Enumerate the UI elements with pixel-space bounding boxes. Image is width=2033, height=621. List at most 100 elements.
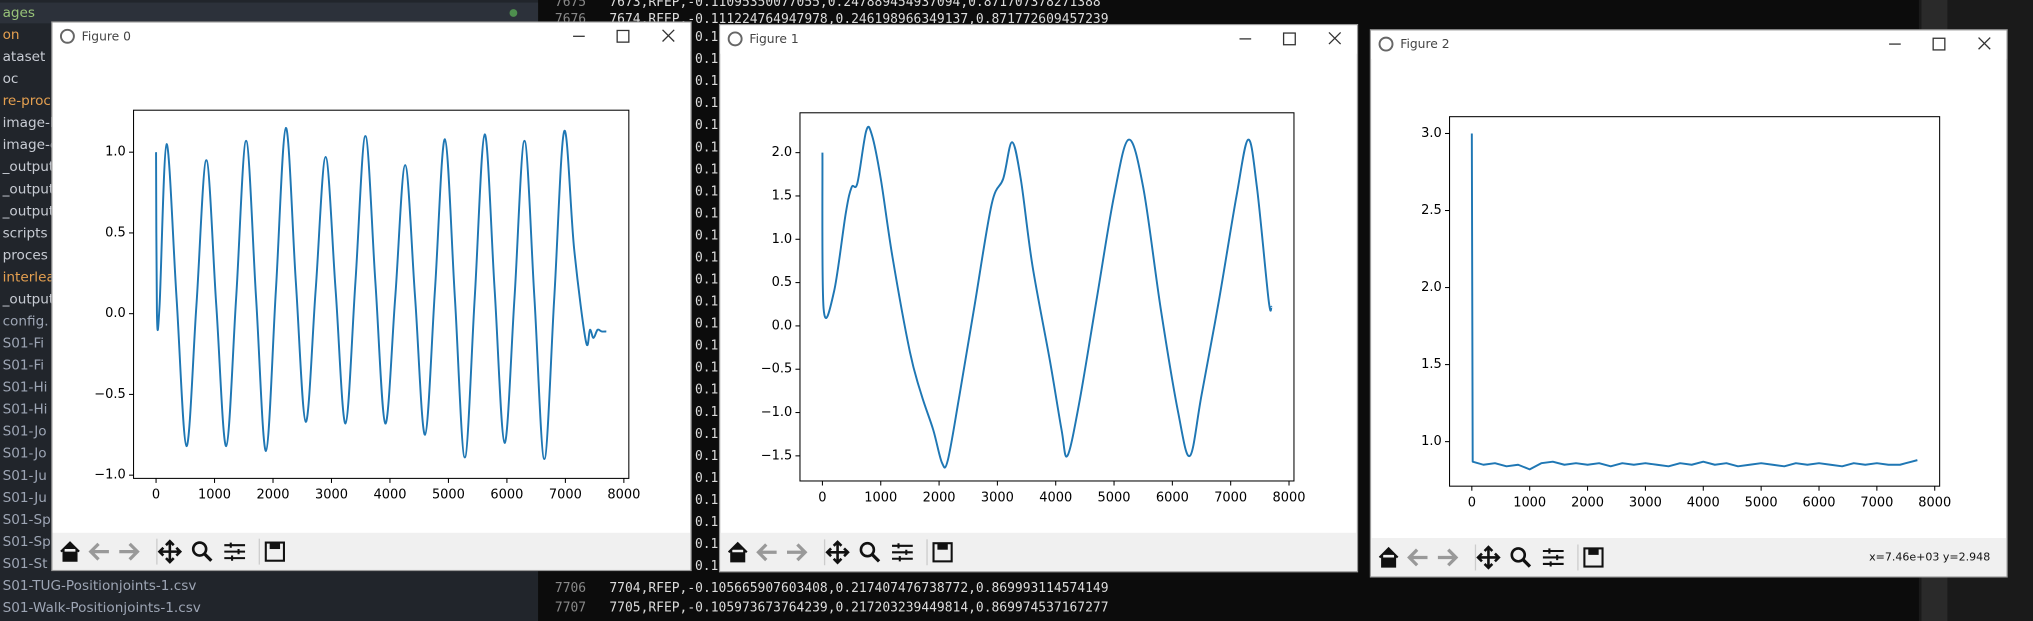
close-button[interactable]: [1978, 37, 1991, 50]
x-tick-label: 7000: [1214, 490, 1247, 505]
file-item[interactable]: S01-Jo: [3, 424, 47, 440]
y-tick-label: 0.5: [772, 275, 793, 290]
x-tick-label: 4000: [1039, 490, 1072, 505]
app-icon: [59, 28, 75, 44]
zoom-button[interactable]: [191, 541, 208, 557]
x-tick-label: 2000: [923, 490, 956, 505]
file-item[interactable]: proces: [3, 247, 48, 263]
y-tick-label: 1.0: [772, 232, 793, 247]
terminal-fragment: 0.1: [695, 339, 718, 354]
terminal-fragment: 0.1: [695, 96, 718, 111]
terminal-fragment: 0.1: [695, 273, 718, 288]
back-button[interactable]: [88, 542, 109, 561]
file-item[interactable]: S01-Ju: [3, 490, 47, 506]
file-item[interactable]: ages: [3, 5, 35, 21]
app-icon: [1378, 36, 1394, 52]
file-item[interactable]: oc: [3, 71, 19, 87]
maximize-button[interactable]: [1932, 37, 1946, 51]
zoom-handle: [871, 553, 881, 563]
x-tick-label: 3000: [981, 490, 1014, 505]
title-bar: [52, 22, 691, 52]
back-button[interactable]: [756, 543, 777, 562]
x-tick-label: 5000: [1745, 496, 1778, 511]
terminal-fragment: 0.1: [695, 383, 718, 398]
x-tick-label: 0: [152, 488, 160, 503]
terminal-fragment: 0.1: [695, 118, 718, 133]
terminal-fragment: 0.1: [695, 471, 718, 486]
y-tick-label: 1.0: [105, 145, 126, 160]
file-item[interactable]: _output: [2, 203, 55, 219]
x-tick-label: 3000: [315, 488, 348, 503]
terminal-fragment: 0.1: [695, 317, 718, 332]
file-item[interactable]: on: [3, 27, 20, 43]
close-button[interactable]: [662, 29, 675, 42]
x-tick-label: 2000: [257, 488, 290, 503]
line-number: 7675: [555, 0, 586, 10]
home-button[interactable]: [727, 541, 748, 563]
x-tick-label: 1000: [864, 490, 897, 505]
file-item[interactable]: S01-TUG-Positionjoints-1.csv: [3, 578, 197, 594]
zoom-button[interactable]: [1510, 547, 1527, 563]
content: ages on ataset oc re-proces image-bu image-en _…: [2, 0, 2008, 616]
axes-frame: [1449, 116, 1941, 487]
x-tick-label: 4000: [373, 488, 406, 503]
file-item[interactable]: scripts: [3, 225, 48, 241]
forward-button[interactable]: [119, 542, 140, 561]
close-button[interactable]: [1328, 31, 1342, 45]
terminal-fragment: 0.1: [695, 30, 718, 45]
file-item[interactable]: image-bu: [3, 115, 68, 131]
file-item[interactable]: S01-Sp: [3, 534, 51, 550]
figure-window: Figure 1 0 1000 2000 3000 4000 5000 6000 7000 800…: [718, 23, 1359, 573]
axes-frame: [799, 112, 1295, 482]
app-icon: [727, 31, 743, 47]
file-item[interactable]: config.: [3, 314, 49, 330]
zoom-handle: [1522, 558, 1532, 568]
title-bar: [1371, 30, 2007, 59]
file-item[interactable]: S01-St: [3, 556, 49, 572]
file-item[interactable]: _output: [2, 159, 55, 175]
figure-window: Figure 2 x=7.46e+03 y=2.948 0 1000 2000 3000 4…: [1369, 29, 2008, 578]
terminal-line: 7705,RFEP,-0.105973673764239,0.217203239…: [609, 601, 1108, 616]
configure-button[interactable]: [1542, 548, 1564, 567]
file-item[interactable]: S01-Fi: [3, 358, 45, 374]
save-label: [269, 542, 281, 550]
configure-button[interactable]: [224, 542, 246, 561]
terminal-fragment: 0.1: [695, 449, 718, 464]
terminal-fragment: 0.1: [695, 228, 718, 243]
y-tick-label: 0.0: [105, 306, 126, 321]
zoom-button[interactable]: [859, 541, 876, 558]
status-dot: [509, 9, 518, 17]
x-tick-label: 4000: [1687, 496, 1720, 511]
maximize-button[interactable]: [616, 29, 630, 43]
file-item[interactable]: ataset: [3, 49, 46, 65]
file-item[interactable]: S01-Fi: [3, 336, 45, 352]
pan-button[interactable]: [825, 540, 850, 565]
x-tick-label: 8000: [1918, 496, 1951, 511]
x-tick-label: 1000: [1513, 496, 1546, 511]
pan-button[interactable]: [1476, 545, 1501, 570]
file-item[interactable]: image-en: [3, 137, 67, 153]
maximize-button[interactable]: [1282, 32, 1296, 46]
toolbar: [720, 532, 1357, 572]
file-item[interactable]: S01-Sp: [3, 512, 51, 528]
y-tick-label: 0.0: [772, 318, 793, 333]
file-item[interactable]: re-proces: [3, 93, 67, 109]
file-item[interactable]: S01-Ju: [3, 468, 47, 484]
configure-button[interactable]: [892, 543, 913, 562]
file-item[interactable]: S01-Hi: [3, 380, 48, 396]
terminal-fragment: 0.1: [695, 361, 718, 376]
file-item[interactable]: S01-Hi: [3, 402, 48, 418]
file-item[interactable]: S01-Jo: [3, 446, 47, 462]
terminal-fragment: 0.1: [695, 206, 718, 221]
file-item[interactable]: _output: [2, 181, 55, 197]
sidebar-selected-row: [0, 2, 539, 24]
file-item[interactable]: S01-Walk-Positionjoints-1.csv: [3, 600, 201, 616]
forward-button[interactable]: [787, 543, 808, 562]
forward-button[interactable]: [1437, 548, 1459, 567]
file-item[interactable]: _output: [2, 291, 55, 307]
home-button[interactable]: [60, 541, 80, 562]
back-button[interactable]: [1407, 548, 1428, 567]
pan-button[interactable]: [157, 539, 183, 564]
terminal-fragment: 0.1: [695, 493, 718, 508]
save-button[interactable]: [264, 541, 285, 562]
